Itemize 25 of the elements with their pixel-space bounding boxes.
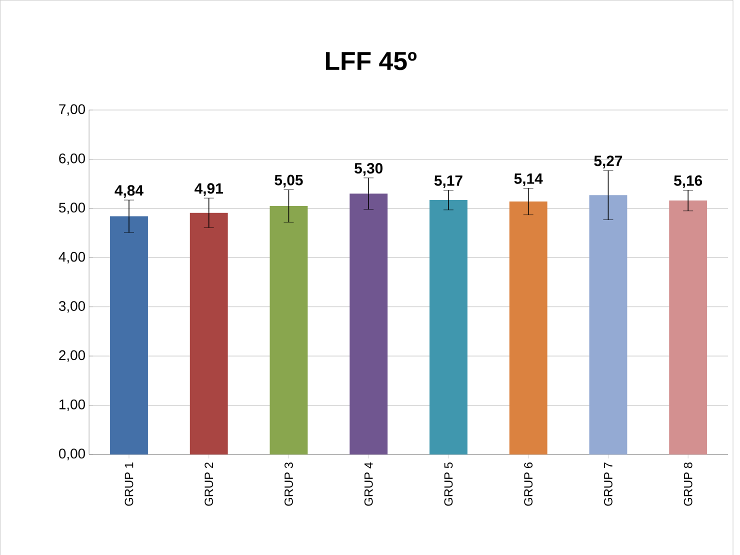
data-label: 4,91 (194, 182, 223, 196)
data-label: 4,84 (114, 184, 144, 198)
data-label: 5,05 (274, 174, 303, 188)
data-label: 5,17 (434, 175, 462, 188)
chart-title: LFF 45º (326, 52, 417, 70)
y-tick-label: 4,00 (58, 252, 86, 264)
x-tick-label: GRUP 5 (444, 462, 453, 506)
x-tick-label: GRUP 3 (284, 462, 293, 506)
x-tick-label: GRUP 1 (124, 462, 134, 506)
data-label: 5,14 (514, 173, 543, 186)
data-label: 5,30 (354, 162, 383, 176)
y-tick-label: 7,00 (59, 104, 86, 116)
data-label: 5,27 (594, 155, 622, 168)
y-tick-label: 1,00 (60, 399, 86, 411)
x-tick-label: GRUP 2 (204, 462, 214, 506)
y-tick-label: 6,00 (59, 153, 86, 165)
y-tick-label: 5,00 (59, 202, 86, 214)
x-tick-label: GRUP 4 (364, 462, 373, 506)
x-tick-label: GRUP 7 (604, 462, 612, 506)
data-label: 5,16 (674, 175, 702, 188)
y-tick-label: 3,00 (58, 300, 86, 312)
x-tick-label: GRUP 6 (524, 462, 533, 506)
y-tick-label: 2,00 (59, 350, 86, 362)
x-tick-label: GRUP 8 (684, 462, 692, 506)
y-tick-label: 0,00 (58, 448, 86, 460)
